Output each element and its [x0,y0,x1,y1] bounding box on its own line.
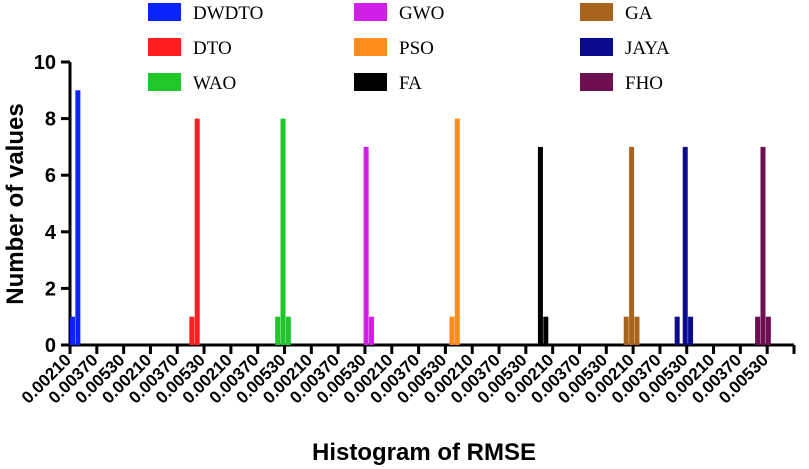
legend-item-wao: WAO [148,73,236,94]
bar-jaya [682,146,688,345]
legend-swatch [354,73,387,91]
y-tick-label: 6 [45,165,56,187]
x-axis-title: Histogram of RMSE [312,439,536,466]
bar-dto [189,316,195,345]
bar-fa [543,316,549,345]
legend-label: DWDTO [193,3,263,24]
legend-item-jaya: JAYA [580,38,670,59]
legend-swatch [354,3,387,21]
legend-item-dto: DTO [148,38,232,59]
bar-dwdto [70,316,75,345]
y-axis-title: Number of values [2,103,29,304]
bar-ga [634,316,640,345]
bar-dwdto [75,90,81,345]
y-ticks: 0 2 4 6 8 10 [34,52,70,357]
legend-item-fho: FHO [580,73,663,94]
legend-swatch [148,38,181,56]
legend-swatch [580,3,613,21]
bar-jaya [674,316,680,345]
y-tick-label: 2 [45,278,56,300]
bar-ga [629,146,635,345]
legend-label: FHO [625,73,663,94]
legend-swatch [580,38,613,56]
legend-swatch [148,73,181,91]
y-tick-label: 0 [45,335,56,357]
legend-swatch [148,3,181,21]
bar-wao [275,316,281,345]
legend-label: WAO [193,73,236,94]
bar-wao [285,316,291,345]
bar-pso [449,316,455,345]
legend-item-ga: GA [580,3,653,24]
y-tick-label: 4 [45,222,57,244]
legend-label: JAYA [625,38,670,59]
bars [70,90,771,345]
bar-ga [623,316,629,345]
legend-label: GWO [399,3,444,24]
legend-label: FA [399,73,422,94]
legend-item-fa: FA [354,73,422,94]
legend-label: DTO [193,38,232,59]
x-ticks: 0.002100.003700.005300.002100.003700.005… [18,345,796,407]
bar-pso [454,118,460,345]
legend-item-dwdto: DWDTO [148,3,263,24]
bar-dto [194,118,200,345]
bar-fa [537,146,543,345]
y-tick-label: 10 [34,52,56,74]
bar-fho [765,316,771,345]
bar-wao [280,118,286,345]
bar-fho [760,146,766,345]
y-tick-label: 8 [45,109,56,131]
legend-item-pso: PSO [354,38,434,59]
legend-label: PSO [399,38,434,59]
legend-item-gwo: GWO [354,3,444,24]
legend-label: GA [625,3,653,24]
bar-gwo [368,316,374,345]
bar-fho [755,316,761,345]
bar-gwo [363,146,369,345]
legend-swatch [354,38,387,56]
legend: DWDTO DTO WAO GWO PSO FA GA JAYA FHO [148,3,670,94]
bar-jaya [688,316,694,345]
legend-swatch [580,73,613,91]
